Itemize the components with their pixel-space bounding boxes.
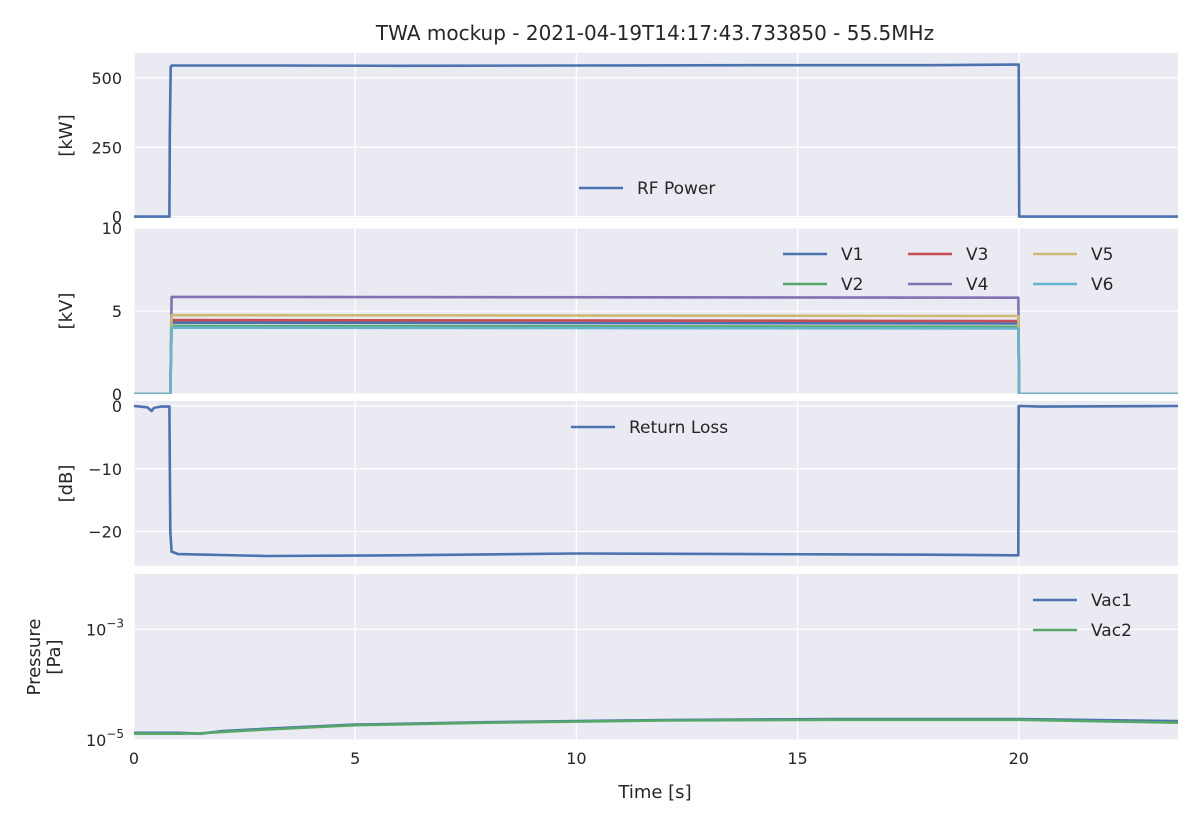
legend: V1 V2 V3 V4 V5 V6 [783, 245, 1113, 295]
legend-label: V6 [1091, 275, 1113, 295]
legend-label: V5 [1091, 245, 1113, 265]
x-tick-label: 0 [129, 749, 139, 768]
y-tick-label: −10 [88, 460, 122, 479]
y-axis-label: [dB] [56, 465, 77, 503]
chart-title: TWA mockup - 2021-04-19T14:17:43.733850 … [375, 21, 934, 45]
legend: RF Power [579, 179, 715, 199]
x-tick-label: 10 [566, 749, 586, 768]
panel-background [134, 53, 1178, 218]
legend: Vac1 Vac2 [1033, 591, 1132, 641]
legend-label: V3 [966, 245, 988, 265]
y-tick-label: 0 [112, 397, 122, 416]
legend: Return Loss [571, 418, 728, 438]
legend-label: Return Loss [629, 418, 728, 438]
series-line-v5 [134, 313, 1178, 394]
x-tick-label: 20 [1009, 749, 1029, 768]
y-tick-label: 500 [91, 69, 122, 88]
series-line-v6 [134, 326, 1178, 394]
x-tick-label: 5 [350, 749, 360, 768]
legend-label: V2 [841, 275, 863, 295]
legend-label: Vac2 [1091, 621, 1132, 641]
panel-2: 0 5 10 [kV] V1 V2 V3 V4 V5 V6 [56, 219, 1178, 404]
y-axis-label: Pressure[Pa] [24, 619, 65, 696]
series-line-v1 [134, 321, 1178, 394]
series-line-vac2 [134, 718, 1178, 736]
panel-background [134, 401, 1178, 566]
y-tick-label: 10−3 [86, 616, 124, 639]
panel-4: 10−5 10−3 Pressure[Pa] Vac1 Vac2 [24, 574, 1178, 750]
panel-3: −20 −10 0 [dB] Return Loss [56, 397, 1178, 566]
x-tick-label: 15 [787, 749, 807, 768]
y-tick-label: 250 [91, 138, 122, 157]
series-line-rf-power [134, 63, 1178, 218]
legend-label: Vac1 [1091, 591, 1132, 611]
y-tick-label: 10 [102, 219, 122, 238]
legend-label: RF Power [637, 179, 715, 199]
y-tick-label: 0 [112, 208, 122, 227]
series-group [134, 295, 1178, 394]
legend-label: V4 [966, 275, 988, 295]
panel-background [134, 574, 1178, 740]
series-line-v4 [134, 295, 1178, 394]
series-group [134, 717, 1178, 736]
series-line-return-loss [134, 404, 1178, 558]
y-axis-label: [kV] [56, 293, 77, 330]
legend-label: V1 [841, 245, 863, 265]
y-tick-label: 5 [112, 302, 122, 321]
y-tick-label: 0 [112, 385, 122, 404]
series-line-v3 [134, 318, 1178, 394]
series-group [134, 63, 1178, 218]
series-line-v2 [134, 324, 1178, 394]
x-axis-label: Time [s] [617, 782, 691, 803]
panel-1: 0 250 500 [kW] RF Power [56, 53, 1178, 227]
y-tick-label: −20 [88, 522, 122, 541]
y-axis-label: [kW] [56, 114, 77, 156]
y-tick-label: 10−5 [86, 727, 124, 750]
series-group [134, 404, 1178, 558]
